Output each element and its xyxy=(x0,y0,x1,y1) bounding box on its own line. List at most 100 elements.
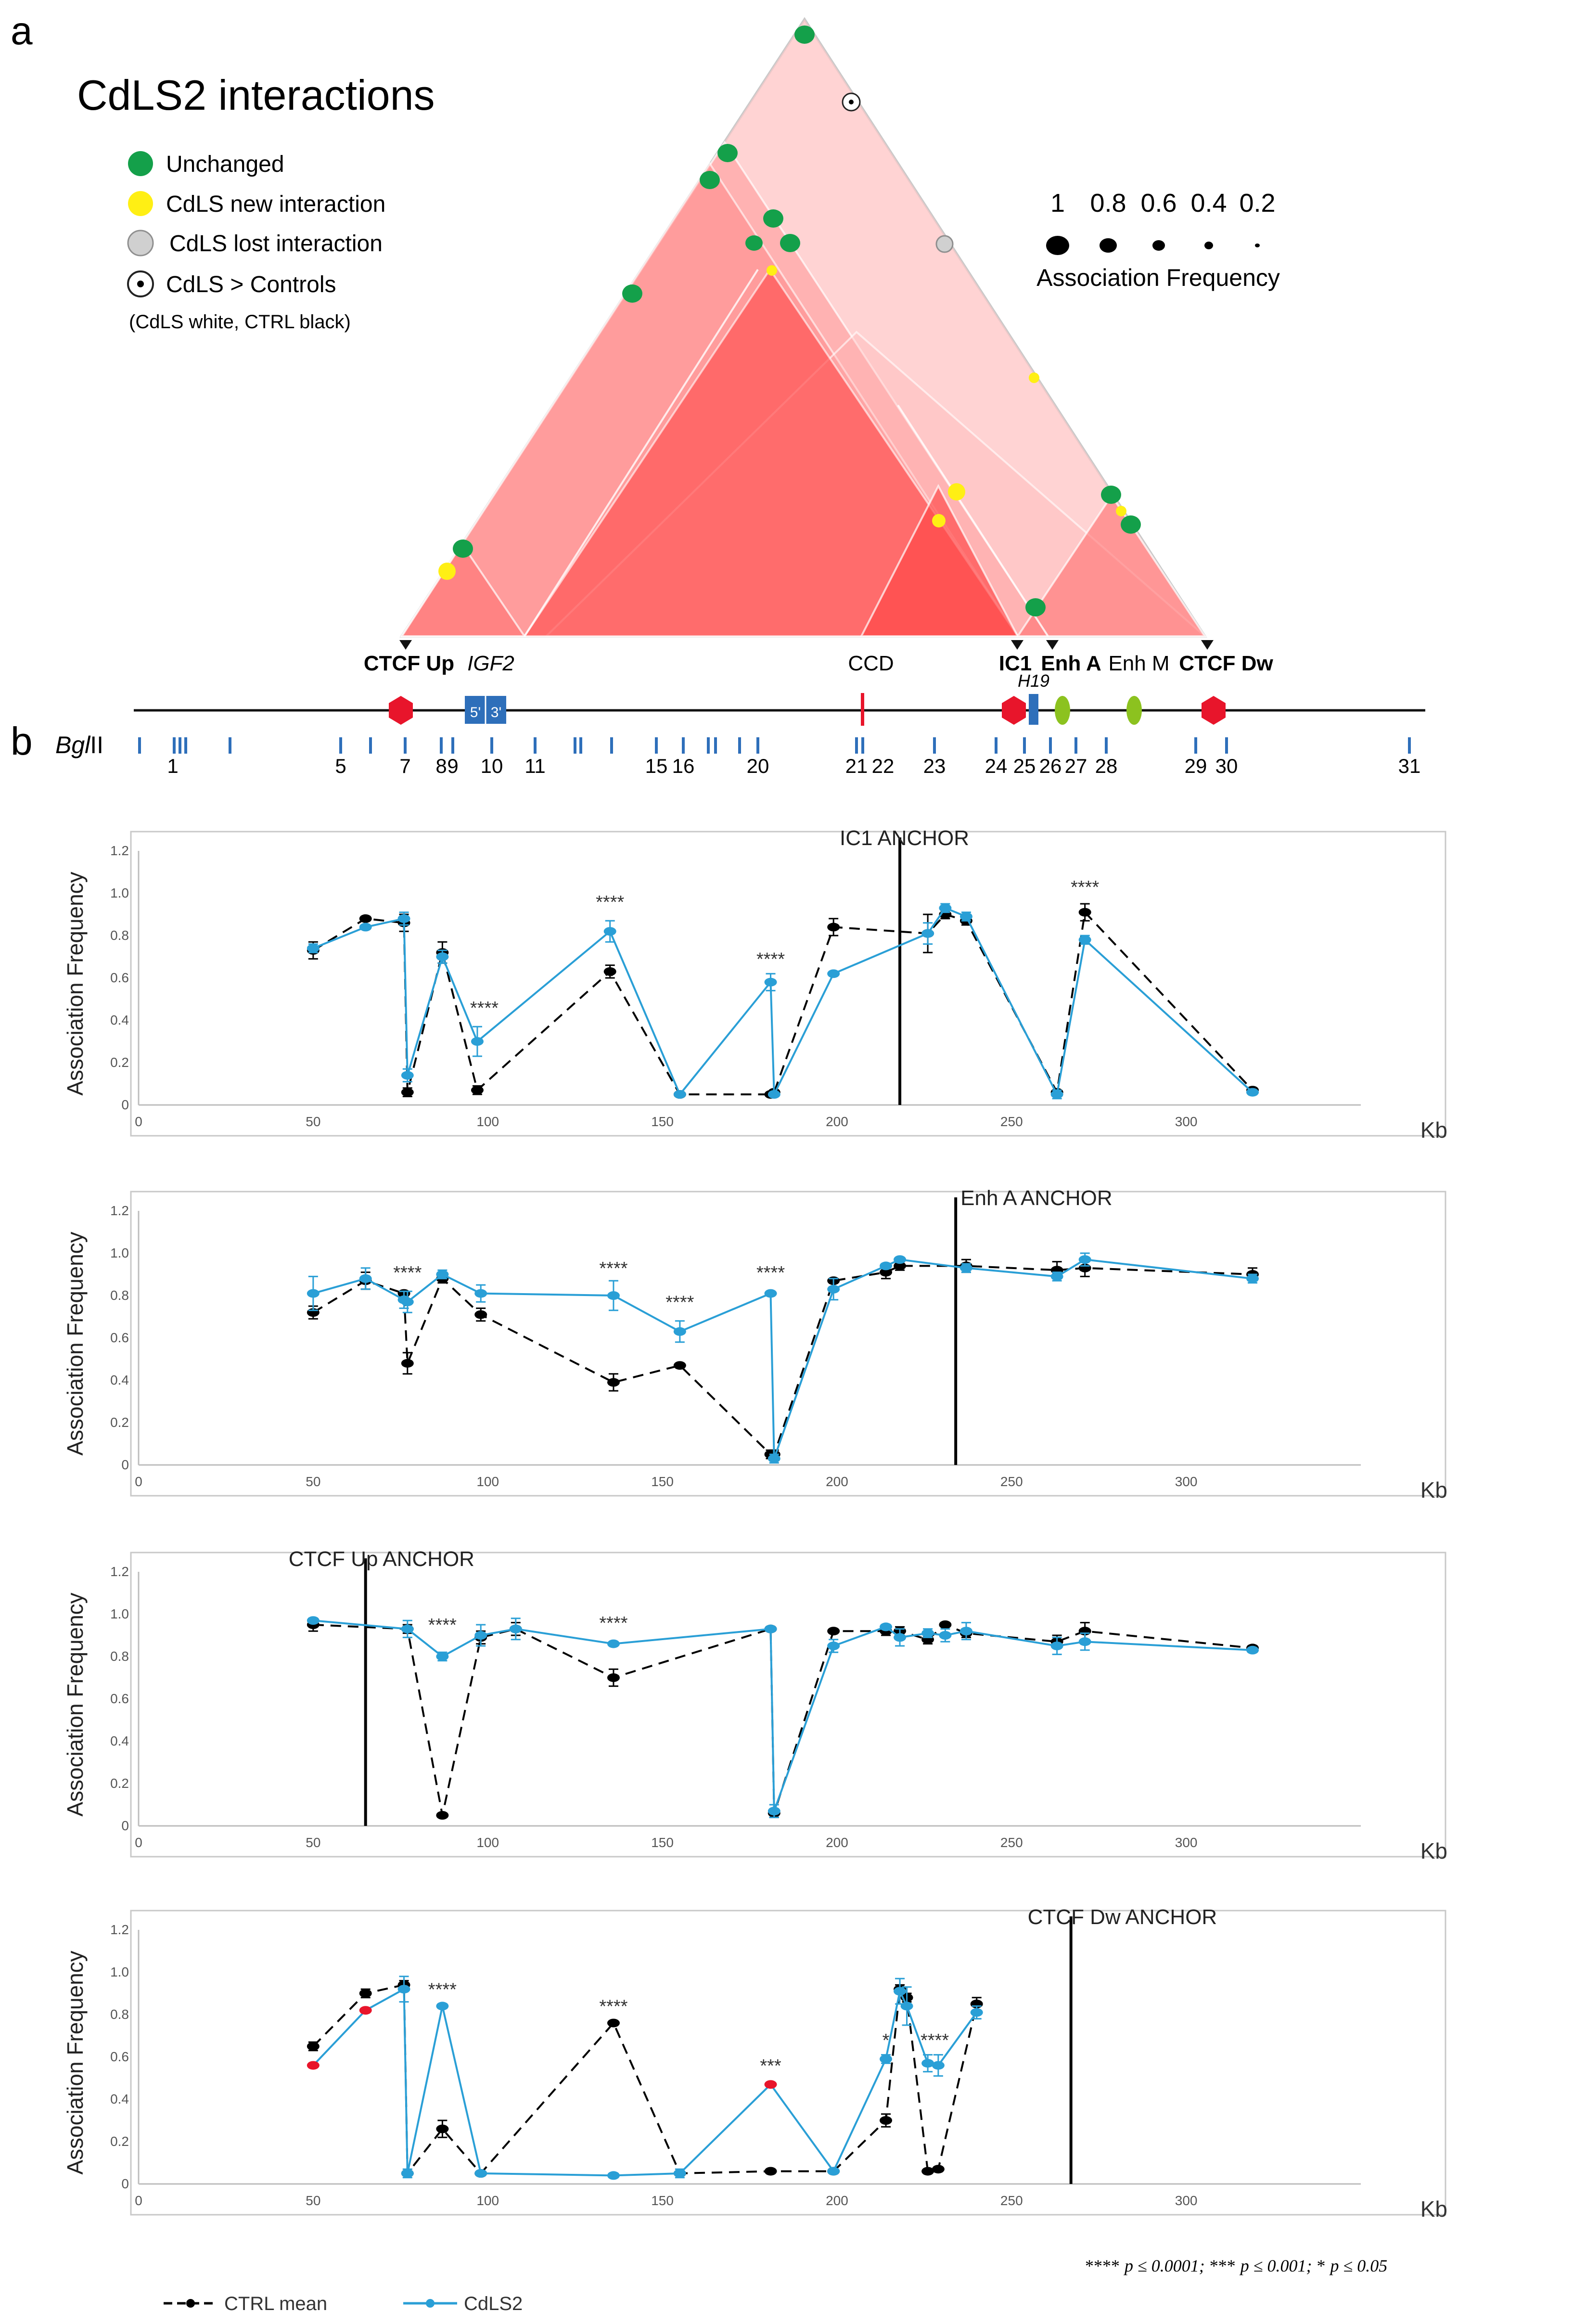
cdls-point xyxy=(603,927,616,936)
interaction-legend: Unchanged CdLS new interaction CdLS lost… xyxy=(127,151,385,333)
significance-stars: **** xyxy=(470,998,499,1018)
interaction-dot-unchanged xyxy=(622,284,642,303)
y-tick-label: 0 xyxy=(121,1097,129,1112)
x-axis-label: Kb xyxy=(1420,2196,1447,2221)
cdls-point xyxy=(1078,1255,1091,1264)
y-tick-label: 1.0 xyxy=(110,1245,129,1260)
ctrl-point xyxy=(471,1086,484,1095)
legend-cdls-marker xyxy=(426,2299,435,2308)
y-tick-label: 0.2 xyxy=(110,1055,129,1070)
y-tick-label: 0.4 xyxy=(110,1373,129,1387)
chart-anchor-title: CTCF Dw ANCHOR xyxy=(1028,1905,1217,1929)
fragment-numbers: 1 5 7 8 9 10 11 15 16 20 21 22 23 24 25 … xyxy=(167,755,1420,777)
y-tick-label: 0.4 xyxy=(110,1733,129,1748)
anchor-label-ctcf-dw: CTCF Dw xyxy=(1179,652,1273,675)
cdls-point xyxy=(307,1616,320,1625)
cdls-point xyxy=(767,1090,780,1099)
y-tick-label: 0.6 xyxy=(110,1330,129,1345)
cdls-point xyxy=(673,1327,686,1336)
legend-greater-center xyxy=(137,281,144,287)
significance-stars: **** xyxy=(599,1613,627,1633)
interaction-dot-new xyxy=(438,563,456,580)
enhancer-m xyxy=(1126,696,1142,725)
ctrl-point xyxy=(1078,908,1091,917)
igf2-exon-3: 3' xyxy=(491,705,501,720)
x-tick-label: 300 xyxy=(1175,1835,1198,1850)
igf2-exon-5: 5' xyxy=(470,705,481,720)
cdls-point xyxy=(827,969,840,978)
y-tick-label: 0.2 xyxy=(110,2134,129,2149)
ctrl-point xyxy=(436,2124,449,2133)
y-tick-label: 1.0 xyxy=(110,1964,129,1979)
cdls-point xyxy=(397,914,410,923)
restriction-sites xyxy=(138,737,1411,754)
cdls-point xyxy=(474,1631,487,1640)
y-tick-label: 1.2 xyxy=(110,1922,129,1937)
ctrl-point xyxy=(401,1088,414,1097)
fragment-number: 28 xyxy=(1095,755,1118,777)
size-scale-dot xyxy=(1152,240,1165,251)
interaction-dot-new xyxy=(1029,372,1039,383)
domain-ccd-ic1 xyxy=(859,484,1020,637)
pvalue-stars-2: *** xyxy=(1210,2256,1236,2275)
significance-stars: **** xyxy=(596,892,624,912)
cdls-point xyxy=(359,2006,372,2015)
anchor-label-ic1: IC1 xyxy=(999,652,1032,675)
ctcf-up-site xyxy=(389,696,413,725)
y-tick-label: 0.2 xyxy=(110,1415,129,1430)
y-tick-label: 0 xyxy=(121,2176,129,2191)
panel-b-footer: CTRL mean CdLS2 **** p ≤ 0.0001; *** p ≤ 0.… xyxy=(164,2256,1387,2314)
legend-unchanged-swatch xyxy=(128,151,153,176)
ctrl-point xyxy=(880,1268,893,1277)
cdls-point xyxy=(436,952,449,961)
cdls-point xyxy=(921,2059,934,2068)
legend-lost-swatch xyxy=(127,230,154,257)
cdls-point xyxy=(401,1071,414,1080)
fragment-number: 29 xyxy=(1185,755,1207,777)
enzyme-label: BglII xyxy=(55,732,103,758)
cdls-point xyxy=(307,2061,320,2070)
size-scale-dot xyxy=(1255,244,1260,247)
interaction-dot-unchanged xyxy=(794,26,815,44)
significance-stars: *** xyxy=(760,2056,781,2076)
significance-stars: **** xyxy=(921,2030,949,2051)
interaction-dot-unchanged xyxy=(745,235,763,251)
pvalue-text-2: p ≤ 0.001; xyxy=(1239,2256,1312,2275)
cdls-point xyxy=(894,1633,907,1642)
domain-line xyxy=(524,269,759,637)
x-tick-label: 0 xyxy=(135,1474,142,1489)
cdls-series-line xyxy=(312,1987,978,2177)
ctrl-point xyxy=(673,1361,686,1370)
domain-line xyxy=(897,404,1049,637)
anchor-markers: CTCF Up IGF2 CCD IC1 Enh A Enh M CTCF Dw xyxy=(364,640,1274,675)
x-tick-label: 250 xyxy=(1000,2193,1023,2208)
panel-a-label: a xyxy=(11,9,33,53)
anchor-label-ccd: CCD xyxy=(848,652,894,675)
anchor-label-igf2: IGF2 xyxy=(467,652,514,675)
locus-map: 5' 3' H19 b BglII 1 5 7 8 9 10 11 15 16 … xyxy=(11,671,1425,777)
interaction-dot-lost xyxy=(935,235,954,253)
interaction-dot-unchanged xyxy=(453,539,473,558)
y-tick-label: 1.0 xyxy=(110,1606,129,1621)
pvalue-stars-3: * xyxy=(1317,2256,1326,2275)
h19-gene xyxy=(1029,694,1038,725)
significance-stars: **** xyxy=(428,1615,457,1635)
cdls-point xyxy=(959,912,972,921)
x-tick-label: 50 xyxy=(306,1474,320,1489)
cdls-point xyxy=(894,1255,907,1264)
ctrl-point xyxy=(359,1989,372,1998)
fragment-number: 16 xyxy=(672,755,695,777)
anchor-arrow-ctcf-up xyxy=(399,640,412,650)
enzyme-suffix: II xyxy=(90,732,103,758)
significance-stars: * xyxy=(882,2030,890,2051)
cdls-point xyxy=(880,1622,893,1631)
ctrl-point xyxy=(603,967,616,976)
cdls-point xyxy=(397,1985,410,1994)
cdls-point xyxy=(1246,1088,1259,1097)
significance-stars: **** xyxy=(756,1263,785,1283)
pvalue-text-1: p ≤ 0.0001; xyxy=(1123,2256,1205,2275)
x-tick-label: 100 xyxy=(476,1114,499,1129)
size-scale-value: 1 xyxy=(1050,189,1065,218)
ctrl-point xyxy=(894,1261,907,1271)
x-axis-label: Kb xyxy=(1420,1838,1447,1863)
